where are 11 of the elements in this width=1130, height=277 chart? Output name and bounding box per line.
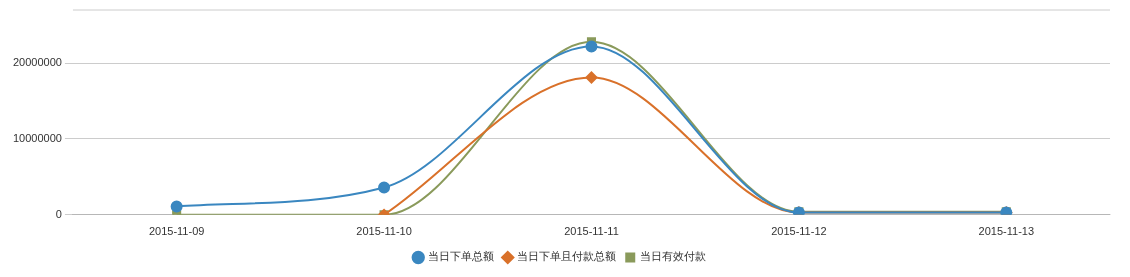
legend-label: 当日下单且付款总额	[517, 250, 617, 264]
x-tick-label: 2015-11-09	[148, 225, 205, 238]
x-tick-label: 2015-11-13	[978, 225, 1035, 238]
legend-label: 当日有效付款	[639, 250, 706, 264]
x-tick-label: 2015-11-12	[771, 225, 827, 238]
y-tick-label: 0	[55, 207, 62, 220]
x-tick-label: 2015-11-11	[564, 225, 619, 238]
y-tick-label: 20000000	[12, 56, 62, 69]
legend-label: 当日下单总额	[427, 250, 494, 264]
y-tick-label: 10000000	[12, 131, 62, 144]
x-tick-label: 2015-11-10	[356, 225, 412, 238]
